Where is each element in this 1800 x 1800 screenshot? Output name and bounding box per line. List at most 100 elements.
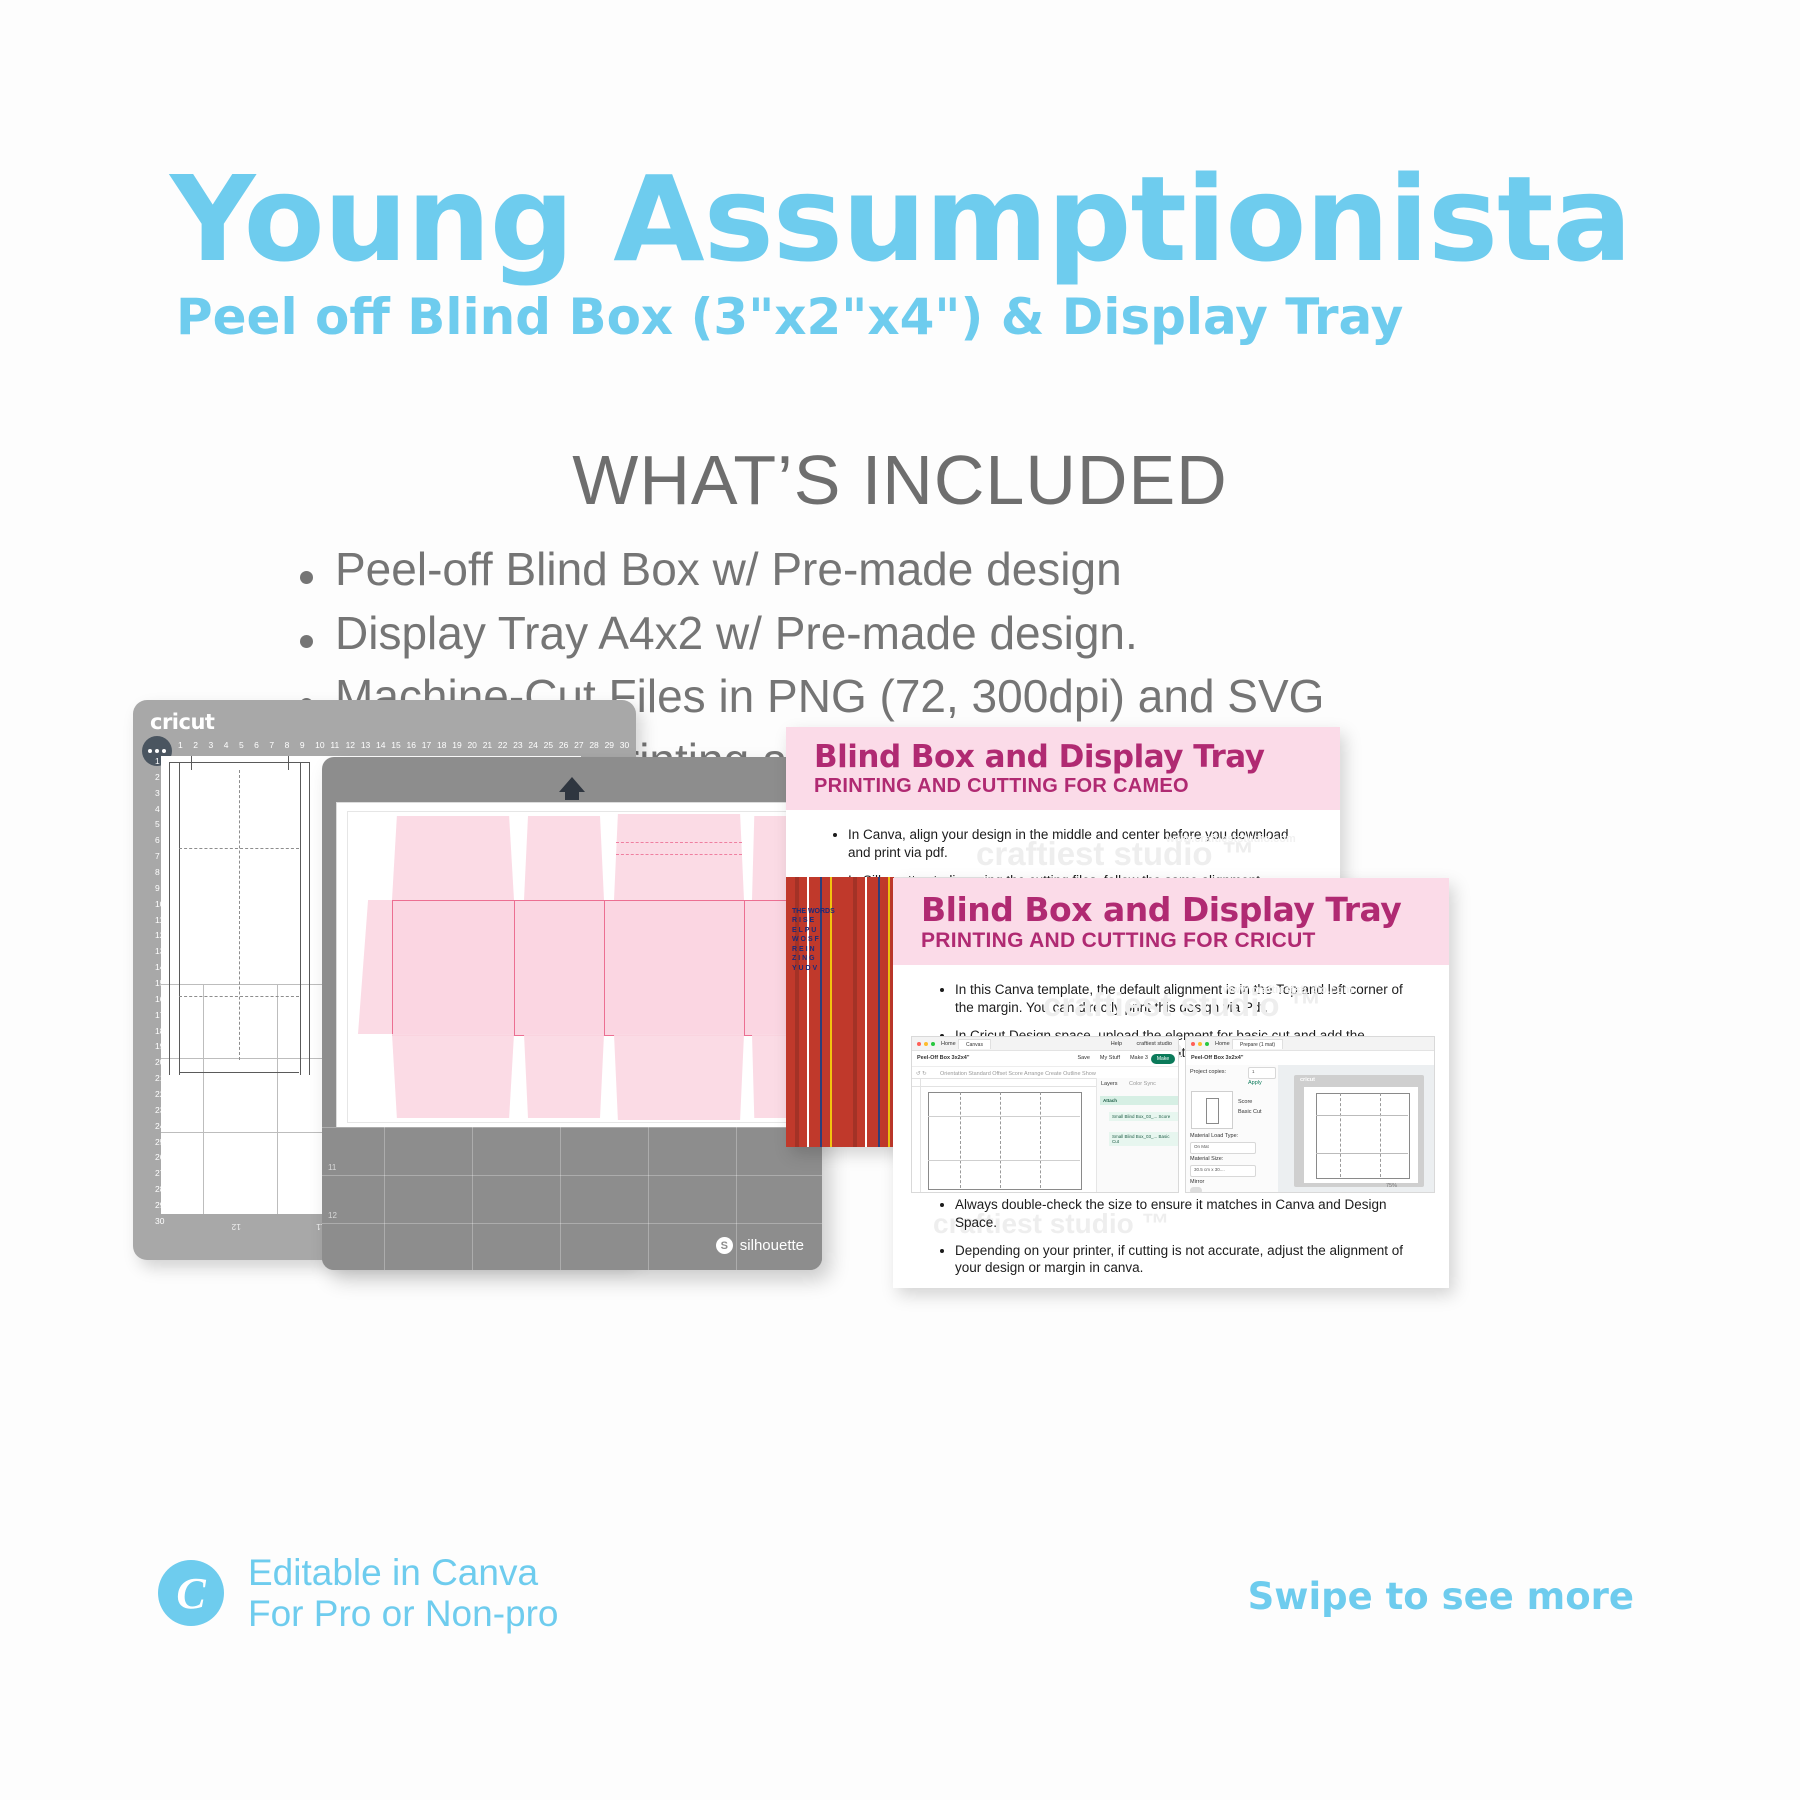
silhouette-cutting-mat: 11 12 S silhouette xyxy=(322,757,822,1270)
prepare-tab[interactable]: Prepare (1 mat) xyxy=(1232,1039,1283,1049)
ruler-tick: 2 xyxy=(190,740,205,750)
plaid-text-line: W O S F xyxy=(792,935,835,944)
mat-preview[interactable] xyxy=(1191,1091,1233,1129)
card-title: Blind Box and Display Tray xyxy=(921,890,1449,929)
window-minimize-icon[interactable] xyxy=(1198,1042,1202,1046)
canva-badge-text: Editable in Canva For Pro or Non-pro xyxy=(248,1552,559,1635)
card-title: Blind Box and Display Tray xyxy=(814,739,1340,775)
page-subtitle: Peel off Blind Box (3"x2"x4") & Display … xyxy=(176,290,1403,345)
ruler-tick: 1 xyxy=(175,740,190,750)
ruler-tick: 4 xyxy=(221,740,236,750)
home-tab-label[interactable]: Home xyxy=(941,1041,956,1047)
ruler-tick: 16 xyxy=(404,740,419,750)
home-tab-label[interactable]: Home xyxy=(1215,1041,1230,1047)
ruler-tick: 12 xyxy=(161,1216,245,1232)
colorsync-tab[interactable]: Color Sync xyxy=(1129,1081,1156,1087)
ruler-tick: 6 xyxy=(251,740,266,750)
ruler-tick: 28 xyxy=(586,740,601,750)
plaid-text-line: Z I N G xyxy=(792,954,835,963)
ruler-tick: 21 xyxy=(480,740,495,750)
silhouette-logo-label: silhouette xyxy=(740,1237,804,1254)
save-label[interactable]: Save xyxy=(1077,1055,1090,1061)
canva-canvas[interactable] xyxy=(912,1078,1096,1192)
bullet-dot-icon xyxy=(300,635,313,648)
silhouette-mark-icon: S xyxy=(716,1237,733,1254)
ruler-tick: 8 xyxy=(282,740,297,750)
ruler-tick: 27 xyxy=(571,740,586,750)
list-item: Always double-check the size to ensure i… xyxy=(955,1196,1419,1232)
material-load-label: Material Load Type: xyxy=(1190,1133,1238,1139)
ruler-tick: 23 xyxy=(510,740,525,750)
mirror-label: Mirror xyxy=(1190,1179,1204,1185)
cricut-logo: cricut xyxy=(150,710,214,734)
document-name[interactable]: Peel-Off Box 3x2x4" xyxy=(1191,1055,1243,1061)
card-bullet-list-bottom: Always double-check the size to ensure i… xyxy=(893,1196,1449,1287)
instruction-card-cricut: Blind Box and Display Tray PRINTING AND … xyxy=(893,878,1449,1288)
list-item-label: Display Tray A4x2 w/ Pre-made design. xyxy=(335,609,1138,659)
plaid-text-overlay: THE WORDSR I S EE L P UW O S FR E I NZ I… xyxy=(792,907,835,973)
ds-left-panel[interactable]: Project copies: 1 Apply Score Basic Cut … xyxy=(1186,1065,1279,1192)
card-header: Blind Box and Display Tray PRINTING AND … xyxy=(893,878,1449,965)
material-load-select[interactable]: On Mat xyxy=(1190,1142,1256,1154)
plaid-text-line: R I S E xyxy=(792,916,835,925)
ruler-tick: 5 xyxy=(236,740,251,750)
card-subtitle: PRINTING AND CUTTING FOR CAMEO xyxy=(814,775,1340,798)
material-size-select[interactable]: 30.5 cm x 30.... xyxy=(1190,1165,1256,1177)
canvas-tab[interactable]: Canvas xyxy=(958,1039,991,1049)
ruler-tick: 20 xyxy=(464,740,479,750)
account-label[interactable]: craftiest studio xyxy=(1137,1041,1172,1047)
mat-grid-label: 11 xyxy=(328,1163,336,1172)
window-close-icon[interactable] xyxy=(917,1042,921,1046)
promo-page: Young Assumptionista Peel off Blind Box … xyxy=(0,0,1800,1800)
ruler-tick: 25 xyxy=(541,740,556,750)
plaid-text-line: E L P U xyxy=(792,926,835,935)
silhouette-page xyxy=(347,811,789,1123)
list-item: In this Canva template, the default alig… xyxy=(955,981,1419,1017)
my-stuff-label[interactable]: My Stuff xyxy=(1100,1055,1120,1061)
help-label[interactable]: Help xyxy=(1111,1041,1122,1047)
canva-badge-line1: Editable in Canva xyxy=(248,1552,559,1593)
list-item: Display Tray A4x2 w/ Pre-made design. xyxy=(300,609,1324,659)
ruler-tick: 30 xyxy=(617,740,632,750)
ds-mat-canvas[interactable]: cricut 75% xyxy=(1278,1065,1434,1192)
make-label[interactable]: Make 3 xyxy=(1130,1055,1148,1061)
make-button[interactable]: Make xyxy=(1151,1054,1175,1064)
silhouette-sheet xyxy=(336,802,798,1129)
document-name[interactable]: Peel-Off Box 3x2x4" xyxy=(917,1055,969,1061)
window-maximize-icon[interactable] xyxy=(931,1042,935,1046)
op-label-basic-cut: Basic Cut xyxy=(1238,1109,1262,1115)
window-close-icon[interactable] xyxy=(1191,1042,1195,1046)
plaid-text-line: Y U D V xyxy=(792,964,835,973)
mirror-toggle[interactable] xyxy=(1190,1187,1202,1193)
ruler-tick: 24 xyxy=(525,740,540,750)
layers-tab[interactable]: Layers xyxy=(1101,1081,1118,1087)
list-item-label: Peel-off Blind Box w/ Pre-made design xyxy=(335,545,1122,595)
list-item: In Canva, align your design in the middl… xyxy=(848,826,1310,862)
list-item: Depending on your printer, if cutting is… xyxy=(955,1242,1419,1278)
plaid-text-line: THE WORDS xyxy=(792,907,835,916)
ruler-tick: 19 xyxy=(449,740,464,750)
ruler-tick: 13 xyxy=(358,740,373,750)
ruler-tick: 3 xyxy=(205,740,220,750)
zoom-level[interactable]: 75% xyxy=(1386,1183,1397,1189)
ds-titlebar: Home Prepare (1 mat) xyxy=(1186,1037,1434,1051)
material-size-label: Material Size: xyxy=(1190,1156,1223,1162)
cricut-mat-logo: cricut xyxy=(1300,1077,1315,1083)
ruler-tick: 7 xyxy=(266,740,281,750)
card-header: Blind Box and Display Tray PRINTING AND … xyxy=(786,727,1340,810)
ruler-tick: 14 xyxy=(373,740,388,750)
window-minimize-icon[interactable] xyxy=(924,1042,928,1046)
apply-button[interactable]: Apply xyxy=(1248,1080,1262,1086)
mat-grid-label: 12 xyxy=(328,1211,337,1220)
layer-item[interactable]: Small Blind Box_03_... Basic Cut xyxy=(1109,1132,1179,1146)
virtual-mat: cricut xyxy=(1294,1075,1424,1187)
ruler-tick: 12 xyxy=(343,740,358,750)
canva-docbar: Peel-Off Box 3x2x4" Save My Stuff Make 3… xyxy=(912,1051,1178,1067)
silhouette-mat-lower: 11 12 S silhouette xyxy=(322,1127,822,1270)
layer-item[interactable]: Small Blind Box_03_... Score xyxy=(1109,1112,1179,1121)
window-maximize-icon[interactable] xyxy=(1205,1042,1209,1046)
project-copies-input[interactable]: 1 xyxy=(1248,1067,1276,1079)
card-subtitle: PRINTING AND CUTTING FOR CRICUT xyxy=(921,929,1449,953)
layer-group[interactable]: Attach xyxy=(1100,1096,1179,1105)
canva-layers-panel[interactable]: Layers Color Sync Attach Small Blind Box… xyxy=(1096,1078,1179,1192)
